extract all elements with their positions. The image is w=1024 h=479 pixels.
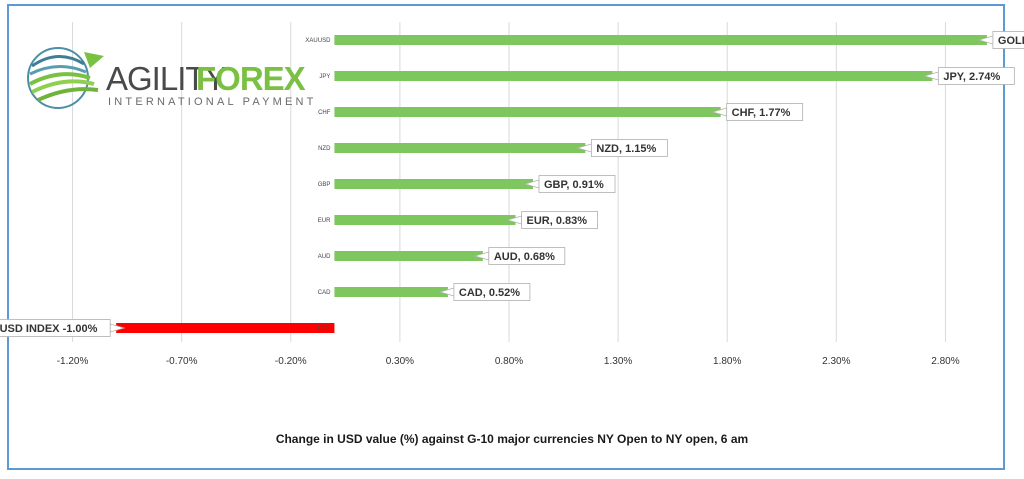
category-label: JPY	[319, 74, 330, 80]
data-label-text: GBP, 0.91%	[544, 179, 604, 191]
chart-caption: Change in USD value (%) against G-10 maj…	[275, 432, 749, 446]
x-tick-label: -1.20%	[57, 356, 89, 367]
data-label: NZD, 1.15%	[575, 139, 668, 157]
data-label: CAD, 0.52%	[438, 283, 531, 301]
x-axis-ticks: -1.20% -0.70% -0.20% 0.30% 0.80% 1.30% 1.80% 2.…	[57, 356, 960, 367]
data-label: CHF, 1.77%	[711, 103, 804, 121]
globe-swoosh-icon	[27, 47, 104, 109]
category-label: USD	[318, 326, 331, 332]
x-tick-label: 0.80%	[495, 356, 523, 367]
logo-tagline: INTERNATIONAL PAYMENTS	[108, 96, 314, 108]
bar	[334, 287, 448, 297]
category-label: CHF	[318, 110, 331, 116]
data-label-box	[538, 175, 616, 193]
x-tick-label: -0.70%	[166, 356, 198, 367]
data-label-text: EUR, 0.83%	[527, 215, 588, 227]
data-label-text: CHF, 1.77%	[732, 107, 791, 119]
bar	[334, 71, 933, 81]
data-label-text: USD INDEX -1.00%	[0, 323, 98, 335]
category-labels: XAUUSD JPY CHF NZD GBP EUR AUD CAD USD	[305, 38, 331, 332]
data-label-box	[0, 319, 111, 337]
bar	[334, 251, 483, 261]
x-tick-label: 0.30%	[386, 356, 414, 367]
bar	[334, 215, 516, 225]
data-label-box	[521, 211, 598, 229]
data-label-text: GOLD, 2.99%	[998, 35, 1024, 47]
bar	[334, 179, 534, 189]
data-label: USD INDEX -1.00%	[0, 319, 126, 337]
logo-brand-forex: FOREX	[196, 60, 306, 97]
data-labels: GOLD, 2.99% JPY, 2.74% CHF, 1.77% NZD, 1.15…	[0, 31, 1024, 337]
data-label-text: AUD, 0.68%	[494, 251, 555, 263]
agility-forex-logo: AGILITY FOREX INTERNATIONAL PAYMENTS	[27, 47, 314, 109]
data-label: JPY, 2.74%	[922, 67, 1015, 85]
category-label: AUD	[318, 254, 331, 260]
x-tick-label: 2.30%	[822, 356, 850, 367]
bar	[334, 35, 987, 45]
chart-frame	[7, 4, 1005, 470]
bar	[116, 323, 335, 333]
bar	[334, 107, 721, 117]
data-label: EUR, 0.83%	[506, 211, 598, 229]
x-tick-label: 2.80%	[931, 356, 959, 367]
category-label: GBP	[318, 182, 331, 188]
category-label: XAUUSD	[305, 38, 331, 44]
data-label: GOLD, 2.99%	[977, 31, 1024, 49]
data-label-box	[453, 283, 531, 301]
data-label-text: NZD, 1.15%	[596, 143, 656, 155]
data-label-text: CAD, 0.52%	[459, 287, 520, 299]
x-tick-label: 1.30%	[604, 356, 632, 367]
data-label-box	[726, 103, 804, 121]
bar	[334, 143, 586, 153]
data-label-box	[488, 247, 566, 265]
logo-brand-agility: AGILITY	[106, 60, 227, 97]
x-tick-label: 1.80%	[713, 356, 741, 367]
data-label-text: JPY, 2.74%	[943, 71, 1000, 83]
category-label: CAD	[318, 290, 331, 296]
data-label-box	[992, 31, 1024, 49]
x-tick-label: -0.20%	[275, 356, 307, 367]
data-label-box	[937, 67, 1015, 85]
category-label: NZD	[318, 146, 331, 152]
category-label: EUR	[318, 218, 331, 224]
data-label: AUD, 0.68%	[473, 247, 566, 265]
bars	[116, 35, 987, 333]
data-label-box	[590, 139, 668, 157]
data-label: GBP, 0.91%	[523, 175, 616, 193]
